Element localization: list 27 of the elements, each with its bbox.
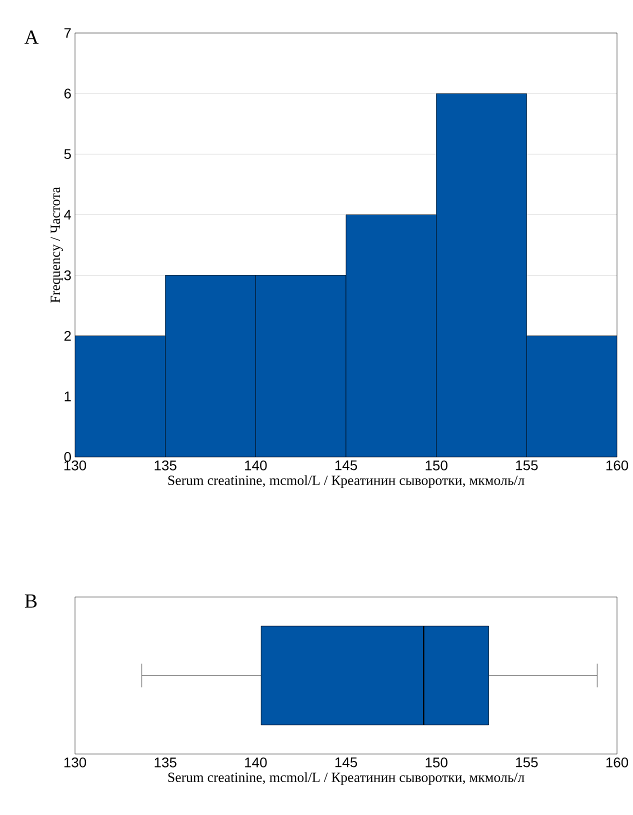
y-tick-label: 2 xyxy=(64,330,71,341)
x-tick-label: 130 xyxy=(64,460,86,470)
x-tick-label: 160 xyxy=(606,758,628,768)
x-tick-label: 135 xyxy=(154,758,176,768)
x-tick-label: 130 xyxy=(64,758,86,768)
x-tick-label: 150 xyxy=(426,460,448,470)
chart-title: A xyxy=(24,30,39,44)
y-axis-title: Frequency / Частота xyxy=(50,187,63,303)
y-tick-label: 7 xyxy=(64,28,71,38)
chart-title: B xyxy=(24,594,37,608)
x-axis-title: Serum creatinine, mcmol/L / Креатинин сыворотки, мкмоль/л xyxy=(168,475,524,488)
y-tick-label: 4 xyxy=(64,210,72,220)
y-tick-label: 5 xyxy=(64,149,71,160)
x-tick-label: 160 xyxy=(606,460,628,470)
y-tick-label: 1 xyxy=(64,392,71,402)
y-tick-label: 3 xyxy=(64,270,71,280)
x-tick-label: 145 xyxy=(335,460,358,470)
x-axis-title: Serum creatinine, mcmol/L / Креатинин сыворотки, мкмоль/л xyxy=(168,772,524,785)
x-tick-label: 135 xyxy=(154,460,176,470)
y-tick-label: 6 xyxy=(64,88,71,99)
x-tick-label: 140 xyxy=(245,460,267,470)
x-tick-label: 150 xyxy=(426,758,448,768)
x-tick-label: 155 xyxy=(516,460,538,470)
y-tick-label: 0 xyxy=(64,452,71,462)
x-tick-label: 145 xyxy=(335,758,358,768)
x-tick-label: 140 xyxy=(245,758,267,768)
x-tick-label: 155 xyxy=(516,758,538,768)
